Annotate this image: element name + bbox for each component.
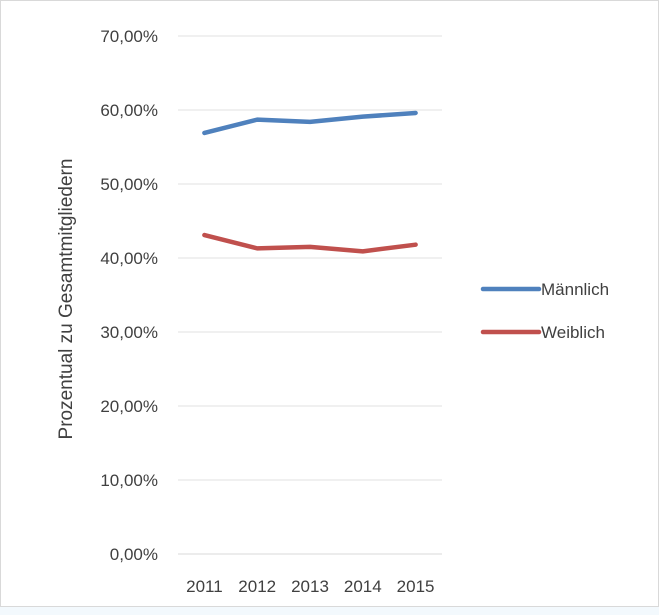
bottom-strip (0, 607, 659, 615)
legend-label: Männlich (541, 280, 609, 299)
y-tick-label: 50,00% (100, 175, 158, 194)
y-axis-label: Prozentual zu Gesamtmitgliedern (56, 159, 77, 440)
series-line-männlich (202, 110, 418, 136)
x-tick-label: 2013 (291, 577, 329, 596)
y-tick-label: 0,00% (110, 545, 158, 564)
y-axis-tick-labels: 0,00% 10,00% 20,00% 30,00% 40,00% 50,00% 60,00… (100, 27, 158, 564)
y-tick-label: 10,00% (100, 471, 158, 490)
series-line-weiblich (202, 232, 418, 254)
x-tick-label: 2015 (397, 577, 435, 596)
y-tick-label: 40,00% (100, 249, 158, 268)
legend-label: Weiblich (541, 323, 605, 342)
gridlines (178, 35, 442, 555)
x-tick-label: 2012 (238, 577, 276, 596)
x-tick-label: 2014 (344, 577, 382, 596)
y-tick-label: 60,00% (100, 101, 158, 120)
y-tick-label: 70,00% (100, 27, 158, 46)
series-lines (202, 110, 418, 254)
legend: Männlich Weiblich (480, 280, 609, 342)
x-tick-label: 2011 (186, 577, 223, 596)
y-tick-label: 30,00% (100, 323, 158, 342)
x-axis-tick-labels: 2011 2012 2013 2014 2015 (186, 577, 434, 596)
y-tick-label: 20,00% (100, 397, 158, 416)
